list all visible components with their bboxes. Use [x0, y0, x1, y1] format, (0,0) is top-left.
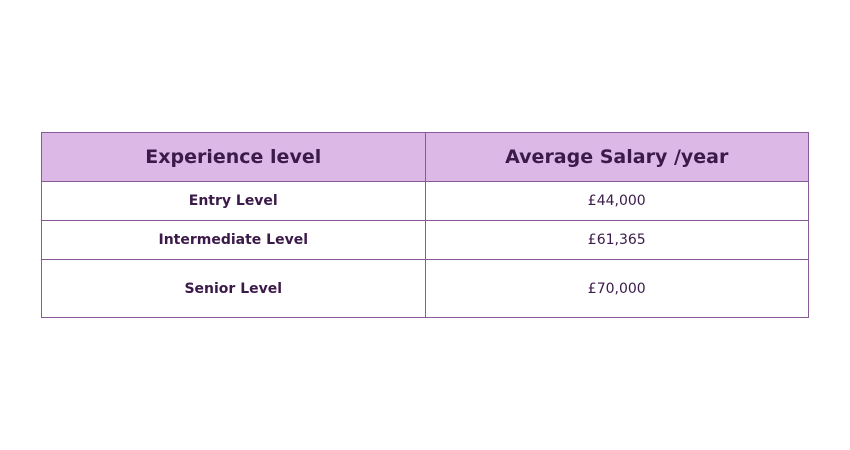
header-experience-level: Experience level	[41, 132, 426, 182]
table-row: Senior Level £70,000	[41, 259, 809, 318]
cell-level: Intermediate Level	[41, 220, 426, 260]
table-row: Intermediate Level £61,365	[41, 220, 809, 260]
cell-salary: £44,000	[424, 181, 809, 221]
table-header-row: Experience level Average Salary /year	[41, 132, 809, 182]
cell-level: Senior Level	[41, 259, 426, 318]
table-row: Entry Level £44,000	[41, 181, 809, 221]
cell-level: Entry Level	[41, 181, 426, 221]
header-average-salary: Average Salary /year	[424, 132, 809, 182]
cell-salary: £70,000	[424, 259, 809, 318]
cell-salary: £61,365	[424, 220, 809, 260]
salary-table: Experience level Average Salary /year En…	[41, 132, 809, 318]
